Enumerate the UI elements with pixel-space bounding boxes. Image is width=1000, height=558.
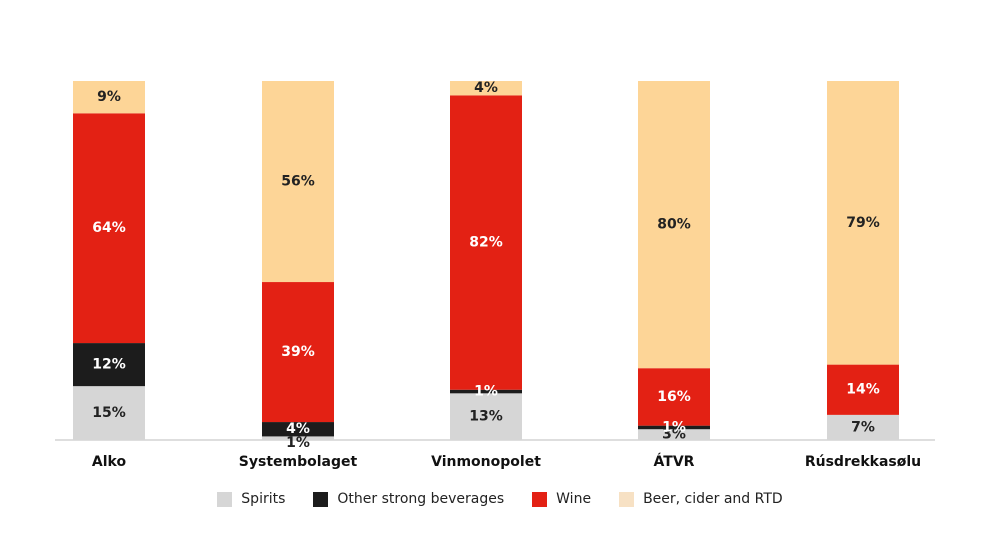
- legend-label-wine: Wine: [556, 491, 592, 507]
- data-label-r-sdrekkas-lu-beer-cider-and-rtd: 79%: [846, 215, 880, 231]
- legend-swatch-other-strong-beverages: [313, 491, 329, 507]
- legend-swatch-beer-cider-rtd: [619, 491, 635, 507]
- legend-item-other-strong-beverages: Other strong beverages: [313, 491, 504, 507]
- data-label-tvr-beer-cider-and-rtd: 80%: [657, 217, 691, 233]
- bar-segment-vinmonopolet-wine: [450, 95, 522, 390]
- category-label-r-sdrekkas-lu: Rúsdrekkasølu: [805, 454, 921, 470]
- category-label-tvr: ÁTVR: [654, 453, 695, 470]
- data-label-tvr-wine: 16%: [657, 389, 691, 405]
- bar-segment-r-sdrekkas-lu-beer-cider-and-rtd: [827, 81, 899, 365]
- bar-segment-r-sdrekkas-lu-wine: [827, 364, 899, 415]
- category-label-vinmonopolet: Vinmonopolet: [431, 454, 541, 470]
- data-label-systembolaget-other-strong-beverages: 4%: [286, 421, 310, 437]
- legend-item-wine: Wine: [532, 491, 591, 507]
- bar-segment-systembolaget-wine: [262, 282, 334, 423]
- bar-segment-vinmonopolet-other-strong-beverages: [450, 389, 522, 394]
- data-label-systembolaget-wine: 39%: [281, 344, 315, 360]
- bar-segment-systembolaget-other-strong-beverages: [262, 422, 334, 437]
- legend-item-spirits: Spirits: [217, 491, 285, 507]
- bar-segment-systembolaget-spirits: [262, 436, 334, 440]
- bar-segment-vinmonopolet-beer-cider-and-rtd: [450, 81, 522, 96]
- legend: Spirits Other strong beverages Wine Beer…: [0, 486, 1000, 512]
- legend-item-beer-cider-rtd: Beer, cider and RTD: [619, 491, 783, 507]
- bar-segment-tvr-other-strong-beverages: [638, 425, 710, 430]
- data-label-vinmonopolet-beer-cider-and-rtd: 4%: [474, 80, 498, 96]
- bar-segment-alko-wine: [73, 113, 145, 344]
- bar-segment-tvr-beer-cider-and-rtd: [638, 81, 710, 369]
- category-label-alko: Alko: [92, 454, 127, 470]
- category-label-systembolaget: Systembolaget: [239, 454, 358, 470]
- data-label-tvr-other-strong-beverages: 1%: [662, 419, 686, 435]
- data-label-vinmonopolet-spirits: 13%: [469, 409, 503, 425]
- bar-segment-systembolaget-beer-cider-and-rtd: [262, 81, 334, 283]
- data-label-vinmonopolet-other-strong-beverages: 1%: [474, 384, 498, 400]
- bar-segment-vinmonopolet-spirits: [450, 393, 522, 440]
- data-label-systembolaget-spirits: 1%: [286, 435, 310, 451]
- bar-segment-r-sdrekkas-lu-spirits: [827, 414, 899, 440]
- bar-segment-alko-spirits: [73, 386, 145, 440]
- data-label-alko-beer-cider-and-rtd: 9%: [97, 89, 121, 105]
- data-label-alko-other-strong-beverages: 12%: [92, 357, 126, 373]
- legend-label-other-strong-beverages: Other strong beverages: [337, 491, 505, 507]
- bar-segment-tvr-wine: [638, 368, 710, 426]
- bar-segment-tvr-spirits: [638, 429, 710, 440]
- legend-label-beer-cider-rtd: Beer, cider and RTD: [643, 491, 783, 507]
- data-label-tvr-spirits: 3%: [662, 427, 686, 443]
- legend-label-spirits: Spirits: [241, 491, 286, 507]
- legend-swatch-spirits: [217, 491, 233, 507]
- data-label-systembolaget-beer-cider-and-rtd: 56%: [281, 174, 315, 190]
- legend-swatch-wine: [532, 491, 548, 507]
- data-label-r-sdrekkas-lu-wine: 14%: [846, 382, 880, 398]
- data-label-vinmonopolet-wine: 82%: [469, 235, 503, 251]
- bars-group: 15%12%64%9%1%4%39%56%13%1%82%4%3%1%16%80…: [73, 80, 899, 451]
- data-label-r-sdrekkas-lu-spirits: 7%: [851, 419, 875, 435]
- bar-segment-alko-other-strong-beverages: [73, 343, 145, 387]
- data-label-alko-wine: 64%: [92, 220, 126, 236]
- category-labels: Alko Systembolaget Vinmonopolet ÁTVR Rúsdrek…: [92, 453, 921, 470]
- data-label-alko-spirits: 15%: [92, 405, 126, 421]
- bar-segment-alko-beer-cider-and-rtd: [73, 81, 145, 114]
